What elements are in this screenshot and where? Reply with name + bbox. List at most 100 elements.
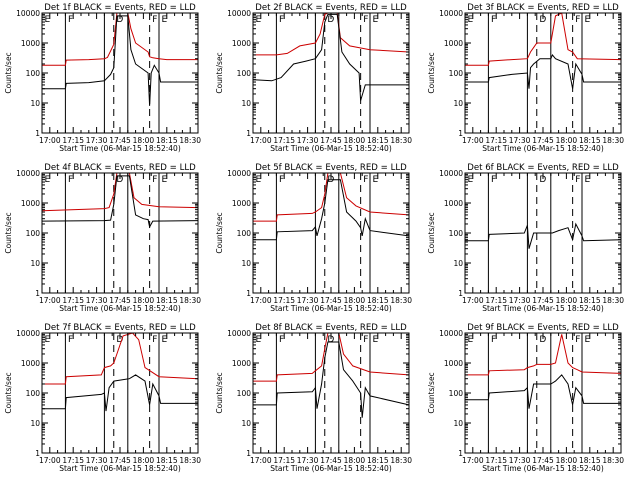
event-marker-label: E	[585, 335, 591, 345]
x-tick-label: 18:30	[602, 136, 624, 145]
y-tick-label: 10	[453, 259, 463, 268]
y-axis-label: Counts/sec	[427, 52, 436, 93]
chart-title: Det 2f BLACK = Events, RED = LLD	[255, 3, 407, 13]
event-marker-label: F	[68, 335, 73, 345]
x-tick-label: 17:30	[509, 136, 531, 145]
event-marker-label: E	[373, 15, 379, 25]
x-tick-label: 17:15	[485, 136, 507, 145]
event-marker-label: E	[162, 15, 168, 25]
x-axis-label: Start Time (06-Mar-15 18:52:40)	[482, 464, 604, 473]
x-tick-label: 17:45	[532, 296, 554, 305]
y-tick-label: 100	[449, 69, 464, 78]
x-tick-label: 18:00	[556, 136, 578, 145]
series-events-line	[465, 53, 621, 89]
x-tick-label: 17:45	[532, 136, 554, 145]
series-lld-line	[465, 334, 621, 376]
y-tick-label: 10000	[439, 9, 463, 18]
y-tick-label: 1	[458, 289, 463, 298]
x-axis-label: Start Time (06-Mar-15 18:52:40)	[270, 144, 392, 153]
series-events-line	[42, 374, 198, 412]
x-axis-label: Start Time (06-Mar-15 18:52:40)	[270, 464, 392, 473]
event-marker-label: E	[468, 335, 474, 345]
y-tick-label: 10000	[16, 169, 40, 178]
y-axis-label: Counts/sec	[215, 52, 224, 93]
event-marker-label: D	[116, 15, 123, 25]
x-tick-label: 18:15	[367, 296, 389, 305]
x-axis-label: Start Time (06-Mar-15 18:52:40)	[482, 304, 604, 313]
series-lld-line	[42, 173, 198, 212]
y-tick-label: 1	[246, 449, 251, 458]
y-tick-label: 1	[458, 129, 463, 138]
event-marker-label: D	[116, 335, 123, 345]
x-tick-label: 18:00	[344, 456, 366, 465]
y-tick-label: 10000	[227, 169, 251, 178]
y-tick-label: 1	[35, 449, 40, 458]
event-marker-label: E	[256, 15, 262, 25]
chart-title: Det 7f BLACK = Events, RED = LLD	[44, 323, 196, 333]
y-tick-label: 10	[453, 419, 463, 428]
series-events-line	[253, 13, 409, 101]
x-tick-label: 17:00	[250, 296, 272, 305]
x-tick-label: 17:15	[273, 296, 295, 305]
event-marker-label: D	[539, 175, 546, 185]
y-tick-label: 1	[246, 129, 251, 138]
x-tick-label: 17:15	[62, 136, 84, 145]
event-marker-label: F	[363, 15, 368, 25]
chart-title: Det 5f BLACK = Events, RED = LLD	[255, 163, 407, 173]
x-tick-label: 18:00	[344, 136, 366, 145]
x-tick-label: 18:30	[390, 456, 412, 465]
x-tick-label: 17:45	[320, 456, 342, 465]
event-marker-label: F	[491, 15, 496, 25]
event-marker-label: F	[152, 175, 157, 185]
y-axis-label: Counts/sec	[4, 212, 13, 253]
y-axis-label: Counts/sec	[427, 212, 436, 253]
y-tick-label: 1000	[21, 359, 40, 368]
event-marker-label: E	[373, 335, 379, 345]
event-marker-label: D	[327, 335, 334, 345]
series-events-line	[253, 341, 409, 418]
y-tick-label: 1	[246, 289, 251, 298]
x-tick-label: 18:30	[179, 136, 201, 145]
x-tick-label: 17:30	[86, 296, 108, 305]
y-axis-label: Counts/sec	[427, 372, 436, 413]
x-tick-label: 18:30	[602, 296, 624, 305]
x-tick-label: 17:15	[485, 296, 507, 305]
y-axis-label: Counts/sec	[4, 372, 13, 413]
x-tick-label: 17:00	[462, 456, 484, 465]
event-marker-label: F	[279, 15, 284, 25]
event-marker-label: F	[68, 175, 73, 185]
x-tick-label: 17:45	[109, 136, 131, 145]
event-marker-label: E	[585, 175, 591, 185]
event-marker-label: E	[468, 15, 474, 25]
event-marker-label: F	[575, 175, 580, 185]
y-tick-label: 100	[26, 69, 41, 78]
x-tick-label: 18:30	[390, 296, 412, 305]
x-axis-label: Start Time (06-Mar-15 18:52:40)	[482, 144, 604, 153]
event-marker-label: F	[575, 15, 580, 25]
y-tick-label: 10	[241, 419, 251, 428]
x-tick-label: 18:15	[367, 136, 389, 145]
event-marker-label: D	[327, 15, 334, 25]
event-marker-label: E	[373, 175, 379, 185]
event-marker-label: E	[256, 335, 262, 345]
x-axis-label: Start Time (06-Mar-15 18:52:40)	[59, 464, 181, 473]
series-lld-line	[253, 173, 409, 222]
y-axis-label: Counts/sec	[4, 52, 13, 93]
event-marker-label: E	[468, 175, 474, 185]
x-tick-label: 17:00	[250, 136, 272, 145]
x-tick-label: 18:00	[556, 456, 578, 465]
x-tick-label: 17:15	[62, 456, 84, 465]
x-tick-label: 18:15	[156, 456, 178, 465]
x-tick-label: 17:15	[273, 136, 295, 145]
chart-title: Det 6f BLACK = Events, RED = LLD	[467, 163, 619, 173]
y-tick-label: 1000	[232, 359, 251, 368]
y-tick-label: 1	[35, 129, 40, 138]
